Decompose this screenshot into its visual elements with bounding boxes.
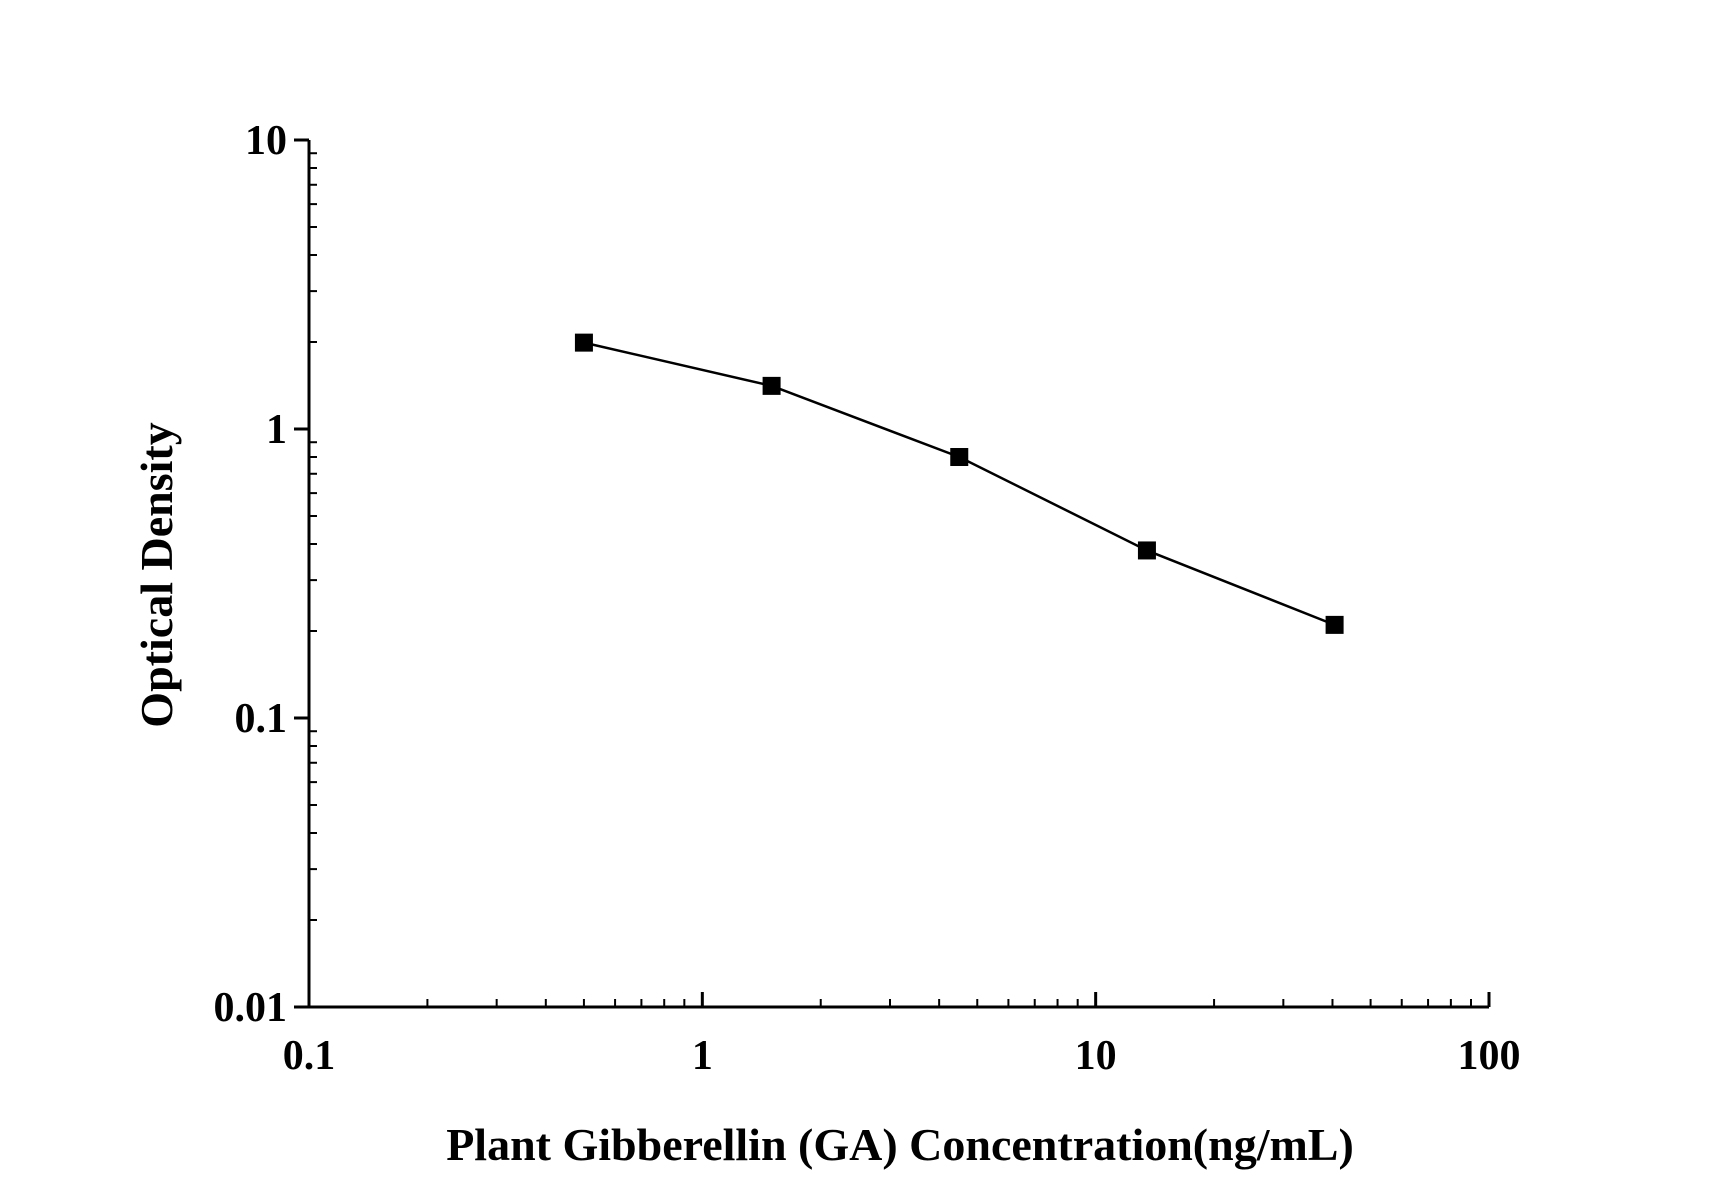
series [574,333,1344,634]
x-tick-label: 10 [1075,1033,1117,1079]
data-point-marker [950,448,969,467]
x-tick-label: 100 [1458,1033,1521,1079]
y-axis-label: Optical Density [131,422,182,727]
x-axis-label: Plant Gibberellin (GA) Concentration(ng/… [446,1119,1354,1170]
y-tick-label: 1 [266,407,287,453]
data-point-marker [1137,541,1156,560]
data-point-marker [762,376,781,395]
x-tick-label: 1 [692,1033,713,1079]
axes [307,140,1489,1009]
data-point-marker [574,333,593,352]
series-line [583,341,1336,627]
x-tick-label: 0.1 [283,1033,336,1079]
data-point-marker [1325,615,1344,634]
y-tick-label: 10 [245,118,287,164]
y-tick-label: 0.1 [235,696,288,742]
y-tick-label: 0.01 [214,985,288,1031]
